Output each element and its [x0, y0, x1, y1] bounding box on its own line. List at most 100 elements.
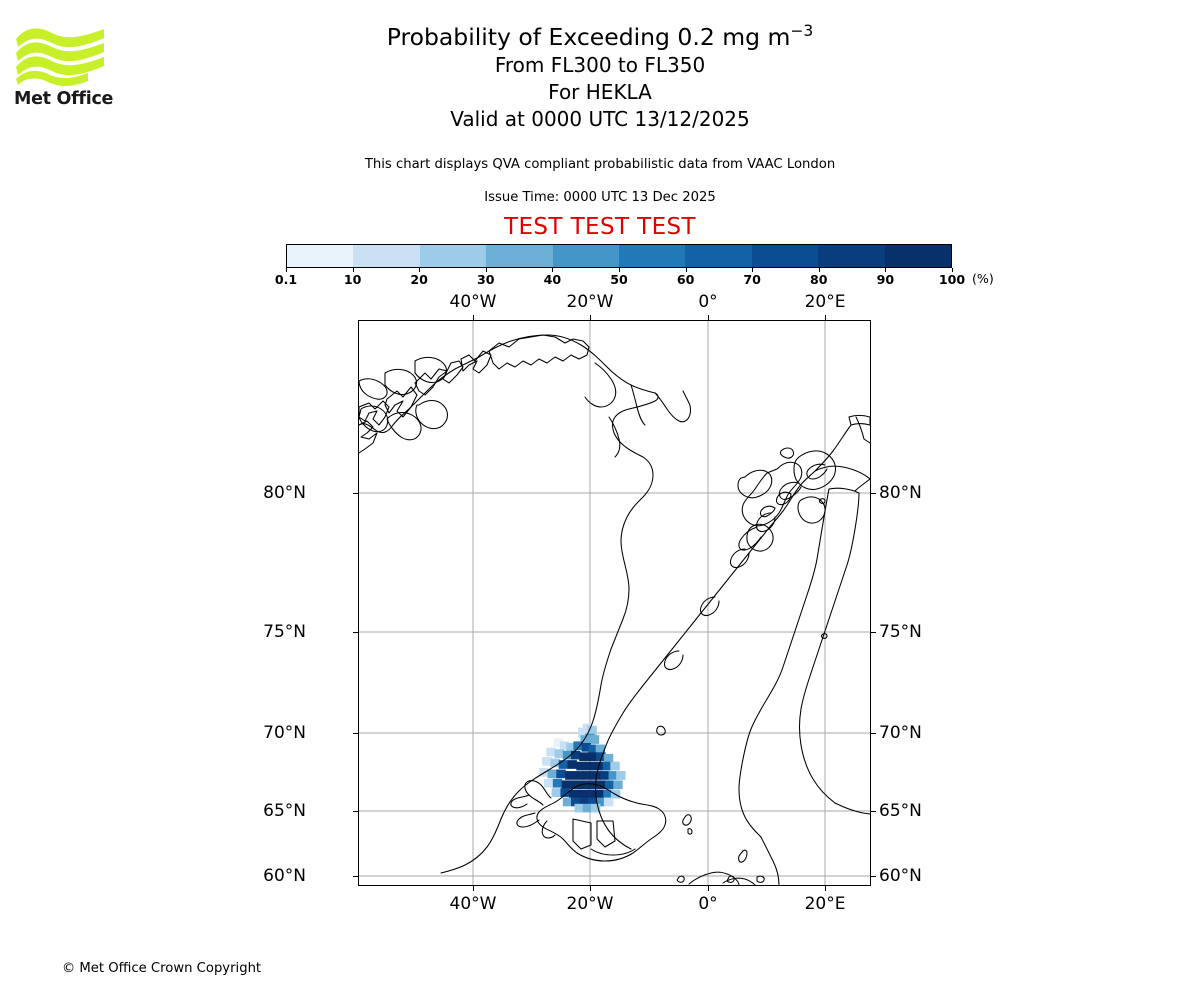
plume-cell [571, 797, 581, 807]
colorbar-tickmark [352, 268, 354, 272]
lon-label-top-0: 0° [698, 292, 718, 312]
finland-southeast [834, 802, 870, 815]
greenland-east-coast [654, 390, 692, 423]
colorbar-band-3 [486, 245, 553, 267]
lat-tick-right-65 [871, 811, 876, 812]
norway-lofoten [738, 526, 762, 551]
norway-coastline [594, 416, 870, 850]
plume-cell [546, 747, 556, 757]
met-office-wave-icon [16, 28, 104, 86]
arctic-island-5 [384, 368, 418, 396]
iceland-fjord-detail-2 [516, 812, 540, 828]
colorbar-tickmark [552, 268, 554, 272]
arctic-island-1 [359, 405, 389, 433]
plume-cell [610, 761, 620, 771]
lat-tick-left-80 [353, 493, 358, 494]
lat-tick-right-70 [871, 733, 876, 734]
colorbar-tick-label: 40 [543, 272, 562, 287]
greenland-fjord-2 [608, 416, 621, 458]
plume-cell [578, 727, 588, 738]
colorbar-tickmark [419, 268, 421, 272]
lat-label-left-70: 70°N [263, 723, 306, 743]
iceland-fjord-detail-3 [541, 820, 556, 839]
colorbar-band-6 [685, 245, 752, 267]
plume-cell [603, 753, 614, 763]
iceland-south-coast [590, 848, 636, 856]
plume-cell [554, 749, 564, 758]
norway-coast-detail-1 [806, 463, 828, 480]
plume-cell [580, 735, 590, 744]
plume-cell [596, 752, 606, 762]
main-title-superscript: −3 [790, 22, 814, 41]
denmark-coastline [722, 877, 756, 885]
lon-tick-bottom-20 [825, 886, 826, 891]
lat-tick-left-60 [353, 876, 358, 877]
lat-tick-right-80 [871, 493, 876, 494]
colorbar-tickmark [952, 268, 953, 272]
plume-cell [578, 789, 588, 799]
iceland-westfjords [524, 780, 552, 806]
colorbar-tickmark [752, 268, 754, 272]
lon-tick-bottom--40 [473, 886, 474, 891]
colorbar-tick-label: 20 [410, 272, 428, 287]
lon-label-top--40: 40°W [449, 292, 497, 312]
jan-mayen [656, 725, 666, 736]
colorbar-band-1 [353, 245, 420, 267]
norway-islands-2 [775, 491, 792, 506]
lat-tick-left-75 [353, 632, 358, 633]
plume-cell [603, 797, 614, 807]
lat-tick-right-60 [871, 876, 876, 877]
svalbard-west-lobe [737, 469, 773, 499]
colorbar-tick-label: 60 [676, 272, 695, 287]
lat-tick-left-70 [353, 733, 358, 734]
shetland-islands [738, 849, 748, 863]
plume-cell [559, 741, 570, 751]
plume-cell [596, 780, 607, 790]
svalbard-north-islets [779, 447, 795, 459]
plume-cell [544, 778, 554, 788]
colorbar-tick-label: 90 [876, 272, 895, 287]
colorbar-band-5 [619, 245, 686, 267]
plume-cell [603, 789, 613, 799]
plume-cell [581, 742, 591, 752]
lat-label-left-60: 60°N [263, 866, 306, 886]
lon-tick-top--20 [590, 315, 591, 320]
plume-cell [566, 742, 576, 752]
lat-label-right-80: 80°N [879, 483, 922, 503]
colorbar-units-label: (%) [972, 271, 994, 286]
barents-coast [814, 465, 870, 480]
plume-cell [579, 797, 590, 807]
lat-label-left-75: 75°N [263, 622, 306, 642]
colorbar-band-4 [552, 245, 620, 267]
lon-label-bottom-20: 20°E [804, 894, 846, 914]
plume-cell [588, 780, 598, 790]
map-canvas [359, 321, 870, 885]
plume-cell [579, 752, 589, 762]
sweden-south [760, 836, 780, 885]
chart-title-block: Probability of Exceeding 0.2 mg m−3 From… [0, 22, 1200, 133]
plume-cell [616, 771, 626, 780]
plume-cell [596, 797, 606, 807]
colorbar-tick-label: 70 [743, 272, 761, 287]
plume-cell [582, 771, 593, 780]
plume-cell [602, 761, 613, 771]
plume-cell [587, 725, 597, 737]
met-office-logo-text: Met Office [14, 89, 114, 109]
norway-coast-detail-4 [729, 548, 750, 569]
arctic-island-6 [414, 356, 448, 384]
colorbar-gradient [286, 244, 952, 268]
svalbard-nordaustlandet [793, 450, 836, 491]
gulf-of-bothnia-west [738, 488, 830, 838]
colorbar-band-8 [818, 245, 885, 267]
lon-tick-top-20 [825, 315, 826, 320]
test-banner: TEST TEST TEST [504, 214, 696, 240]
lon-tick-bottom-0 [708, 886, 709, 891]
colorbar-tickmark [286, 268, 287, 272]
map-plot-area[interactable] [358, 320, 871, 886]
lon-tick-top--40 [473, 315, 474, 320]
plume-cell [588, 797, 598, 807]
plume-cell [552, 778, 563, 788]
plume-cell [562, 750, 573, 760]
plume-cell [590, 803, 601, 813]
plume-cell [571, 750, 581, 760]
